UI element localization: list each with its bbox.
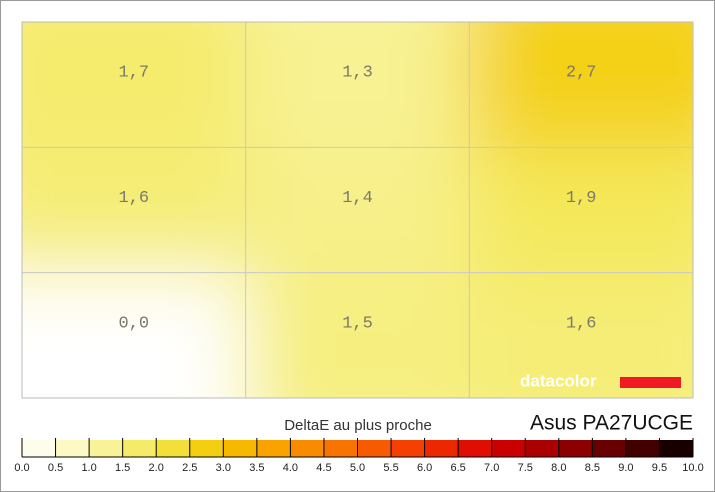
colorbar-tick-label: 4.0: [283, 462, 298, 474]
colorbar-tick-label: 2.5: [182, 462, 197, 474]
cell-label: 1,3: [342, 64, 373, 83]
colorbar-segment: [592, 440, 626, 457]
colorbar-segment: [659, 440, 693, 457]
colorbar-segment: [256, 440, 291, 457]
heatmap-cell: [245, 147, 470, 273]
heatmap: [22, 22, 693, 398]
colorbar-segment: [323, 440, 358, 457]
colorbar-segment: [391, 440, 425, 457]
colorbar-segment: [625, 440, 660, 457]
colorbar-segment: [357, 440, 392, 457]
colorbar-tick-label: 6.5: [451, 462, 466, 474]
cell-label: 1,9: [566, 189, 597, 208]
colorbar-tick-label: 5.0: [350, 462, 365, 474]
cell-label: 1,6: [566, 314, 597, 333]
colorbar-tick-label: 4.5: [316, 462, 331, 474]
colorbar-tick-label: 8.0: [551, 462, 566, 474]
chart-subtitle: Asus PA27UCGE: [530, 412, 693, 435]
chart-title: DeltaE au plus proche: [284, 417, 432, 434]
colorbar-tick-label: 1.0: [81, 462, 96, 474]
colorbar-tick-label: 8.5: [585, 462, 600, 474]
heatmap-cell: [245, 272, 470, 398]
cell-label: 1,5: [342, 314, 373, 333]
overlay: 1,7 1,3 2,7 1,6 1,4 1,9 0,0 1,5 1,6: [21, 21, 694, 399]
colorbar-tick-label: 3.5: [249, 462, 264, 474]
heatmap-cell: [245, 22, 470, 148]
colorbar-segment: [22, 440, 56, 457]
heatmap-cell: [22, 272, 246, 398]
colorbar-segment: [491, 440, 526, 457]
logo: datacolor: [520, 371, 597, 390]
colorbar-segment: [156, 440, 190, 457]
plot-border: [21, 21, 694, 399]
logo-bar: [620, 377, 681, 388]
cell-label: 1,7: [119, 64, 150, 83]
colorbar-segment: [424, 440, 459, 457]
colorbar-segment: [525, 440, 559, 457]
heatmap-cell: [469, 22, 693, 148]
colorbar-tick-label: 3.0: [216, 462, 231, 474]
cell-label: 0,0: [119, 314, 150, 333]
colorbar-tick-label: 9.0: [618, 462, 633, 474]
colorbar-segment: [458, 440, 492, 457]
colorbar-tick-label: 6.0: [417, 462, 432, 474]
colorbar-tick-label: 5.5: [383, 462, 398, 474]
colorbar-segment: [189, 440, 224, 457]
heatmap-blur: [22, 22, 693, 398]
colorbar-tick-label: 2.0: [149, 462, 164, 474]
colorbar-tick-label: 7.5: [518, 462, 533, 474]
cell-label: 2,7: [566, 64, 597, 83]
colorbar-segment: [89, 440, 123, 457]
colorbar-tick-label: 0.0: [14, 462, 29, 474]
colorbar-segment: [223, 440, 257, 457]
colorbar-segment: [290, 440, 324, 457]
colorbar-tick-label: 10.0: [682, 462, 703, 474]
cell-label: 1,6: [119, 189, 150, 208]
cell-label: 1,4: [342, 189, 373, 208]
colorbar-tick-label: 9.5: [652, 462, 667, 474]
colorbar-tick-label: 1.5: [115, 462, 130, 474]
colorbar-segment: [122, 440, 157, 457]
colorbar: 0.0 0.5 1.0 1.5 2.0 2.5 3.0 3.5 4.0 4.5 5.0 5.5 6.0 6…: [14, 438, 704, 474]
colorbar-segment: [558, 440, 593, 457]
heatmap-cell: [22, 147, 246, 273]
colorbar-tick-label: 7.0: [484, 462, 499, 474]
colorbar-tick-label: 0.5: [48, 462, 63, 474]
colorbar-segment: [55, 440, 90, 457]
heatmap-cell: [22, 22, 246, 148]
heatmap-cell: [469, 147, 693, 273]
